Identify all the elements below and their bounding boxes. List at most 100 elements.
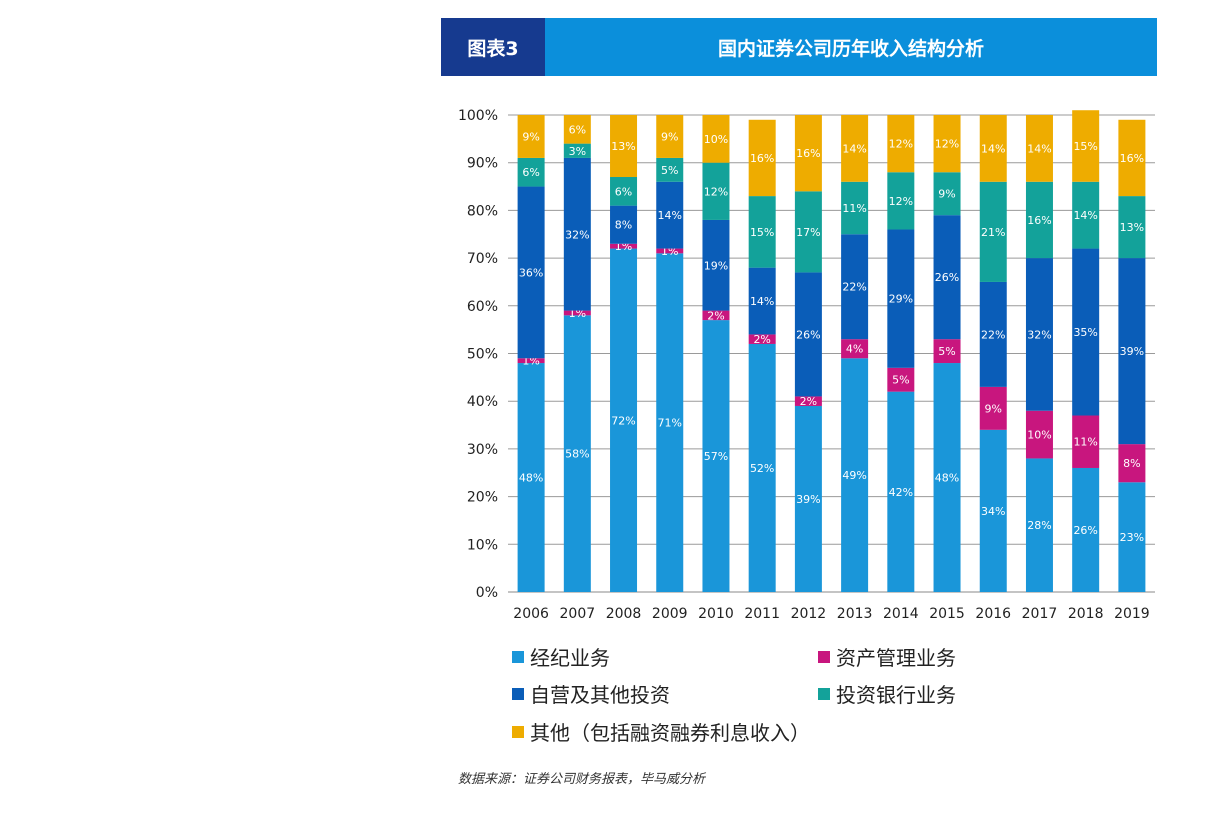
bar-segment bbox=[1072, 181, 1100, 249]
x-tick-label: 2014 bbox=[883, 606, 919, 622]
bar-segment bbox=[841, 358, 869, 592]
x-tick-label: 2010 bbox=[698, 606, 734, 622]
y-tick-label: 80% bbox=[467, 203, 498, 219]
bar-segment bbox=[610, 243, 638, 249]
x-tick-label: 2007 bbox=[560, 606, 596, 622]
bar-segment bbox=[563, 310, 591, 316]
legend-item-other: 其他（包括融资融券利息收入） bbox=[512, 717, 810, 746]
bar-segment bbox=[1025, 458, 1053, 592]
bar-segment bbox=[748, 343, 776, 592]
data-label: 9% bbox=[661, 130, 678, 143]
data-label: 5% bbox=[938, 345, 955, 358]
bar-segment bbox=[1025, 115, 1053, 182]
bar-segment bbox=[1118, 482, 1146, 592]
bar-segment bbox=[933, 172, 961, 216]
data-label: 6% bbox=[522, 166, 539, 179]
data-label: 9% bbox=[985, 402, 1002, 415]
x-tick-label: 2006 bbox=[513, 606, 549, 622]
data-label: 39% bbox=[796, 493, 820, 506]
data-label: 29% bbox=[889, 293, 913, 306]
bar-segment bbox=[1072, 467, 1100, 592]
bar-segment bbox=[887, 367, 915, 392]
bar-segment bbox=[979, 281, 1007, 387]
x-tick-label: 2008 bbox=[606, 606, 642, 622]
bar-segment bbox=[841, 181, 869, 235]
legend-label: 其他（包括融资融券利息收入） bbox=[530, 721, 810, 745]
data-label: 8% bbox=[1123, 457, 1140, 470]
bar-segment bbox=[610, 248, 638, 592]
legend-swatch bbox=[512, 725, 524, 738]
legend-item-investment-banking: 投资银行业务 bbox=[818, 679, 956, 708]
data-label: 10% bbox=[1027, 429, 1051, 442]
data-label: 16% bbox=[750, 152, 774, 165]
legend-item-asset-management: 资产管理业务 bbox=[818, 642, 956, 671]
data-label: 14% bbox=[981, 142, 1005, 155]
bar-segment bbox=[887, 115, 915, 173]
data-label: 17% bbox=[796, 226, 820, 239]
bar-segment bbox=[656, 115, 684, 158]
data-label: 42% bbox=[889, 486, 913, 499]
legend-label: 经纪业务 bbox=[530, 646, 610, 670]
chart-title: 国内证券公司历年收入结构分析 bbox=[545, 18, 1157, 76]
x-tick-label: 2011 bbox=[744, 606, 780, 622]
bar-segment bbox=[656, 253, 684, 592]
data-label: 32% bbox=[1027, 328, 1051, 341]
data-label: 15% bbox=[750, 226, 774, 239]
bar-segment bbox=[748, 119, 776, 197]
data-label: 12% bbox=[704, 185, 728, 198]
bar-segment bbox=[702, 115, 730, 163]
bar-segment bbox=[794, 191, 822, 273]
bar-segment bbox=[702, 320, 730, 592]
bar-segment bbox=[1025, 410, 1053, 459]
bar-segment bbox=[1118, 119, 1146, 197]
bar-segment bbox=[610, 115, 638, 178]
data-label: 14% bbox=[842, 142, 866, 155]
bar-segment bbox=[979, 429, 1007, 592]
bar-segment bbox=[933, 215, 961, 340]
data-label: 6% bbox=[615, 185, 632, 198]
x-tick-label: 2009 bbox=[652, 606, 688, 622]
data-label: 52% bbox=[750, 462, 774, 475]
data-label: 49% bbox=[842, 469, 866, 482]
data-label: 28% bbox=[1027, 519, 1051, 532]
data-label: 13% bbox=[1120, 221, 1144, 234]
bar-segment bbox=[702, 162, 730, 220]
data-label: 57% bbox=[704, 450, 728, 463]
bar-segment bbox=[702, 310, 730, 321]
data-label: 6% bbox=[569, 123, 586, 136]
x-tick-label: 2012 bbox=[791, 606, 827, 622]
chart-header: 图表3 国内证券公司历年收入结构分析 bbox=[441, 18, 1157, 76]
data-label: 16% bbox=[796, 147, 820, 160]
bar-segment bbox=[933, 339, 961, 364]
bar-segment bbox=[748, 334, 776, 344]
bar-segment bbox=[794, 405, 822, 592]
bar-segment bbox=[517, 186, 545, 359]
data-label: 14% bbox=[658, 209, 682, 222]
bar-segment bbox=[887, 391, 915, 592]
data-label: 12% bbox=[889, 195, 913, 208]
legend-swatch bbox=[818, 650, 830, 663]
data-label: 5% bbox=[661, 164, 678, 177]
y-tick-label: 50% bbox=[467, 347, 498, 363]
bar-segment bbox=[517, 358, 545, 364]
data-label: 21% bbox=[981, 226, 1005, 239]
data-label: 5% bbox=[892, 374, 909, 387]
data-label: 26% bbox=[1073, 524, 1097, 537]
stacked-bar-chart: 0%10%20%30%40%50%60%70%80%90%100%48%1%36… bbox=[458, 108, 1155, 622]
legend-swatch bbox=[512, 650, 524, 663]
bar-segment bbox=[563, 115, 591, 144]
y-tick-label: 40% bbox=[467, 394, 498, 410]
legend-swatch bbox=[818, 687, 830, 700]
bar-segment bbox=[563, 315, 591, 592]
bar-segment bbox=[517, 157, 545, 187]
bar-segment bbox=[748, 196, 776, 268]
data-label: 39% bbox=[1120, 345, 1144, 358]
legend-item-proprietary: 自营及其他投资 bbox=[512, 679, 670, 708]
data-label: 23% bbox=[1120, 531, 1144, 544]
legend-swatch bbox=[512, 687, 524, 700]
data-label: 10% bbox=[704, 133, 728, 146]
data-label: 72% bbox=[611, 414, 635, 427]
data-label: 15% bbox=[1073, 140, 1097, 153]
bar-segment bbox=[610, 177, 638, 206]
y-tick-label: 90% bbox=[467, 156, 498, 172]
